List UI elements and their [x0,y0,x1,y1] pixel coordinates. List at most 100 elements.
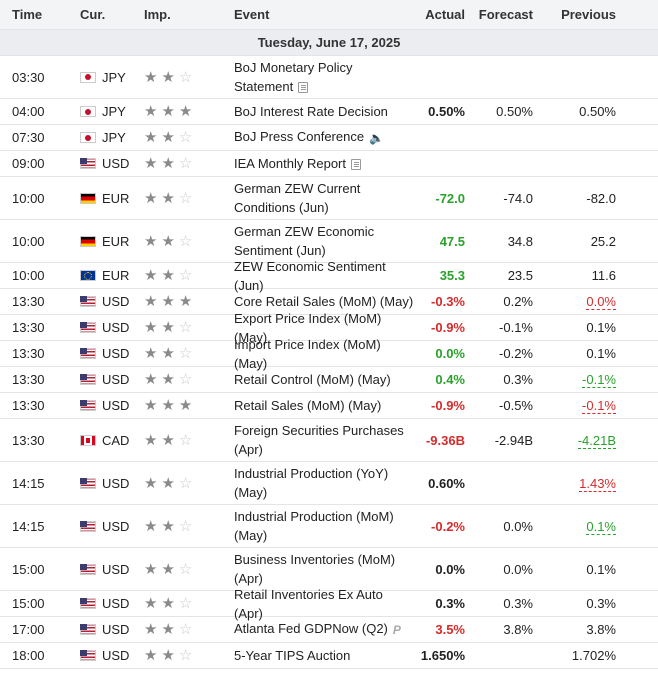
ca-flag-icon [80,434,96,446]
event-title[interactable]: IEA Monthly Report [234,156,346,171]
actual-value: 0.0% [435,561,465,577]
event-title[interactable]: Industrial Production (YoY) (May) [234,466,389,500]
event-title[interactable]: BoJ Monetary Policy Statement [234,60,353,94]
event-title[interactable]: BoJ Interest Rate Decision [234,104,388,119]
star-filled-icon: ★ [144,293,158,310]
table-row[interactable]: 13:30 USD ★ ★ ★ Retail Sales (MoM) (May) -0.9%… [0,393,658,419]
event-name[interactable]: Business Inventories (MoM) (Apr) [234,550,414,588]
event-title[interactable]: Atlanta Fed GDPNow (Q2) [234,621,388,637]
previous-value-text[interactable]: -4.21B [577,432,616,449]
event-title[interactable]: 5-Year TIPS Auction [234,648,351,663]
event-title[interactable]: Import Price Index (MoM) (May) [234,336,381,371]
previous-value[interactable]: 0.0% [586,294,616,310]
forecast-value: -0.1% [499,320,533,335]
star-empty-icon: ☆ [178,431,193,449]
star-empty-icon: ☆ [178,319,193,336]
event-name[interactable]: Atlanta Fed GDPNow (Q2) P [234,619,414,639]
event-name[interactable]: German ZEW Current Conditions (Jun) [234,179,414,217]
previous-value[interactable]: -0.1% [582,372,616,388]
event-title[interactable]: Retail Sales (MoM) (May) [234,398,382,413]
table-row[interactable]: 18:00 USD ★ ★ ☆ 5-Year TIPS Auction 1.650% 1.70… [0,643,658,669]
event-name[interactable]: Export Price Index (MoM) (May) [234,309,414,347]
event-title[interactable]: ZEW Economic Sentiment (Jun) [234,258,386,293]
table-row[interactable]: 10:00 EUR ★ ★ ☆ ZEW Economic Sentiment (Jun) 3… [0,259,658,293]
event-name[interactable]: ZEW Economic Sentiment (Jun) [234,257,414,295]
importance-stars: ★ ★ ☆ [144,130,196,145]
header-forecast[interactable]: Forecast [478,7,533,22]
event-title[interactable]: Export Price Index (MoM) (May) [234,310,382,345]
previous-value-text[interactable]: -0.1% [582,372,616,388]
event-name[interactable]: Retail Control (MoM) (May) [234,370,414,389]
document-icon[interactable] [351,159,361,171]
event-name[interactable]: BoJ Monetary Policy Statement [234,58,414,96]
table-row[interactable]: 03:30 JPY ★ ★ ☆ BoJ Monetary Policy Statement [0,56,658,99]
star-empty-icon: ☆ [178,560,193,578]
table-row[interactable]: 13:30 USD ★ ★ ★ Core Retail Sales (MoM) (May)… [0,289,658,315]
event-title[interactable]: Retail Control (MoM) (May) [234,372,391,387]
table-row[interactable]: 13:30 CAD ★ ★ ☆ Foreign Securities Purchases … [0,419,658,462]
previous-value-text[interactable]: 1.43% [579,475,616,492]
importance-stars: ★ ★ ☆ [144,191,196,206]
document-icon[interactable] [298,82,309,94]
event-name[interactable]: Industrial Production (MoM) (May) [234,507,414,545]
table-row[interactable]: 15:00 USD ★ ★ ☆ Business Inventories (MoM) (A… [0,548,658,591]
currency-cell: CAD [80,433,129,448]
header-event[interactable]: Event [234,7,270,22]
table-row[interactable]: 09:00 USD ★ ★ ☆ IEA Monthly Report [0,151,658,177]
event-title[interactable]: Foreign Securities Purchases (Apr) [234,423,404,457]
event-name[interactable]: Foreign Securities Purchases (Apr) [234,421,414,459]
table-row[interactable]: 13:30 USD ★ ★ ☆ Export Price Index (MoM) (May… [0,311,658,345]
table-row[interactable]: 15:00 USD ★ ★ ☆ Retail Inventories Ex Auto (A… [0,587,658,621]
de-flag-icon [80,192,96,204]
table-row[interactable]: 04:00 JPY ★ ★ ★ BoJ Interest Rate Decision 0.5… [0,99,658,125]
event-title[interactable]: Business Inventories (MoM) (Apr) [234,552,396,586]
event-name[interactable]: Industrial Production (YoY) (May) [234,464,414,502]
header-actual[interactable]: Actual [425,7,465,22]
previous-value[interactable]: 0.1% [586,518,616,535]
table-row[interactable]: 13:30 USD ★ ★ ☆ Retail Control (MoM) (May) 0.4… [0,367,658,393]
previous-value-text: 25.2 [590,233,616,249]
event-title[interactable]: Industrial Production (MoM) (May) [234,509,394,543]
previous-value-text[interactable]: 0.0% [586,294,616,310]
header-importance[interactable]: Imp. [144,7,171,22]
previous-value-text[interactable]: -0.1% [582,398,616,414]
event-title[interactable]: Core Retail Sales (MoM) (May) [234,294,414,309]
event-name[interactable]: BoJ Press Conference 🔈 [234,127,414,147]
previous-value-text[interactable]: 0.1% [586,518,616,535]
us-flag-icon [80,650,96,661]
table-row[interactable]: 17:00 USD ★ ★ ☆ Atlanta Fed GDPNow (Q2) P 3.5% 3… [0,617,658,643]
table-row[interactable]: 14:15 USD ★ ★ ☆ Industrial Production (YoY) (… [0,462,658,505]
star-filled-icon: ★ [161,474,175,492]
star-filled-icon: ★ [161,345,175,362]
header-previous[interactable]: Previous [561,7,616,22]
event-name[interactable]: Retail Inventories Ex Auto (Apr) [234,585,414,623]
event-name[interactable]: German ZEW Economic Sentiment (Jun) [234,222,414,260]
header-time[interactable]: Time [12,7,43,22]
table-row[interactable]: 10:00 EUR ★ ★ ☆ German ZEW Economic Sentiment… [0,220,658,263]
previous-value[interactable]: -0.1% [582,398,616,414]
event-time: 13:30 [12,372,45,387]
forecast-value: 23.5 [507,268,533,283]
event-title[interactable]: BoJ Press Conference [234,129,365,145]
event-name[interactable]: Import Price Index (MoM) (May) [234,335,414,373]
star-filled-icon: ★ [144,68,158,86]
table-row[interactable]: 07:30 JPY ★ ★ ☆ BoJ Press Conference 🔈 [0,125,658,151]
event-name[interactable]: Core Retail Sales (MoM) (May) [234,292,414,311]
event-time: 13:30 [12,432,45,448]
previous-value[interactable]: -4.21B [577,432,616,449]
table-row[interactable]: 14:15 USD ★ ★ ☆ Industrial Production (MoM) (… [0,505,658,548]
event-name[interactable]: Retail Sales (MoM) (May) [234,396,414,415]
actual-value: 0.50% [428,104,465,119]
event-title[interactable]: German ZEW Economic Sentiment (Jun) [234,224,375,258]
table-row[interactable]: 13:30 USD ★ ★ ☆ Import Price Index (MoM) (May… [0,337,658,371]
event-name[interactable]: IEA Monthly Report [234,154,414,173]
event-name[interactable]: 5-Year TIPS Auction [234,646,414,665]
table-row[interactable]: 10:00 EUR ★ ★ ☆ German ZEW Current Conditions… [0,177,658,220]
header-currency[interactable]: Cur. [80,7,106,22]
event-title[interactable]: Retail Inventories Ex Auto (Apr) [234,586,383,621]
event-time: 13:30 [12,294,45,309]
speaker-icon[interactable]: 🔈 [369,130,385,145]
previous-value[interactable]: 1.43% [579,475,616,492]
event-name[interactable]: BoJ Interest Rate Decision [234,102,414,121]
event-title[interactable]: German ZEW Current Conditions (Jun) [234,181,361,215]
